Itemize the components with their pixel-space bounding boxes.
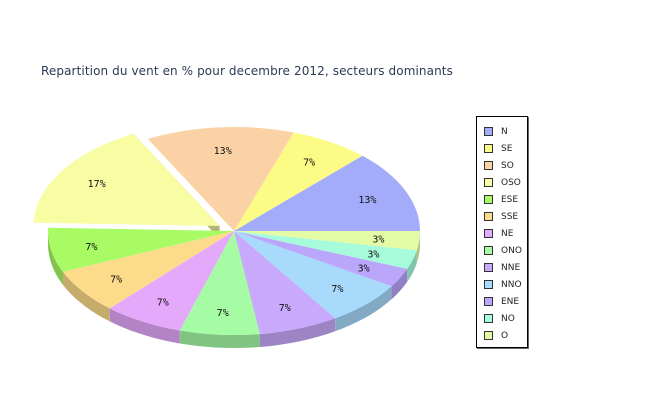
slice-ene xyxy=(234,231,408,287)
legend-swatch xyxy=(484,314,493,323)
slice-n xyxy=(234,155,420,231)
legend-label: ONO xyxy=(501,245,522,256)
legend-swatch xyxy=(484,178,493,187)
slice-label-n: 13% xyxy=(358,195,376,206)
legend-item-nne: NNE xyxy=(477,259,527,276)
slice-ono xyxy=(179,231,260,336)
legend-item-so: SO xyxy=(477,157,527,174)
legend-label: SE xyxy=(501,143,513,154)
legend-item-sse: SSE xyxy=(477,208,527,225)
slice-label-sse: 7% xyxy=(110,274,122,285)
slice-ne xyxy=(109,231,234,331)
legend-swatch xyxy=(484,144,493,153)
slice-side-nne xyxy=(259,318,336,347)
legend-swatch xyxy=(484,161,493,170)
legend-item-nno: NNO xyxy=(477,276,527,293)
legend-swatch xyxy=(484,297,493,306)
legend-swatch xyxy=(484,331,493,340)
chart-legend: N SE SO OSO ESE SSE NE ONO NNE NNO ENE NO O xyxy=(476,116,528,348)
slice-label-nno: 7% xyxy=(331,284,343,295)
legend-item-ese: ESE xyxy=(477,191,527,208)
slice-side-sse xyxy=(63,271,110,322)
slice-oso xyxy=(33,133,220,226)
slice-label-so: 13% xyxy=(214,146,232,157)
slice-se xyxy=(234,132,363,231)
legend-label: ENE xyxy=(501,296,520,307)
slice-side-ene xyxy=(391,268,408,300)
slice-label-nne: 7% xyxy=(279,303,291,314)
legend-label: SO xyxy=(501,160,514,171)
slice-side-ese xyxy=(48,231,63,285)
legend-label: O xyxy=(501,330,509,341)
legend-label: NO xyxy=(501,313,515,324)
slice-side-no xyxy=(407,250,417,282)
slice-label-no: 3% xyxy=(367,249,379,260)
slice-no xyxy=(234,231,417,269)
legend-swatch xyxy=(484,229,493,238)
slice-nno xyxy=(234,231,392,319)
legend-swatch xyxy=(484,212,493,221)
legend-swatch xyxy=(484,195,493,204)
slice-label-ese: 7% xyxy=(85,242,97,253)
slice-ese xyxy=(48,227,234,272)
legend-swatch xyxy=(484,263,493,272)
slice-sse xyxy=(63,231,234,309)
legend-item-ne: NE xyxy=(477,225,527,242)
slice-label-ono: 7% xyxy=(217,308,229,319)
slice-side-nno xyxy=(335,286,392,332)
legend-item-se: SE xyxy=(477,140,527,157)
legend-item-oso: OSO xyxy=(477,174,527,191)
legend-item-ono: ONO xyxy=(477,242,527,259)
slice-so xyxy=(147,127,294,231)
legend-item-n: N xyxy=(477,123,527,140)
legend-label: N xyxy=(501,126,508,137)
chart-title: Repartition du vent en % pour decembre 2… xyxy=(41,64,453,78)
legend-label: NE xyxy=(501,228,514,239)
slice-side-ne xyxy=(109,308,180,344)
legend-swatch xyxy=(484,127,493,136)
slice-label-oso: 17% xyxy=(88,179,106,190)
legend-item-ene: ENE xyxy=(477,293,527,310)
legend-item-no: NO xyxy=(477,310,527,327)
legend-swatch xyxy=(484,246,493,255)
slice-label-se: 7% xyxy=(303,158,315,169)
slice-label-ne: 7% xyxy=(157,298,169,309)
legend-label: OSO xyxy=(501,177,521,188)
legend-label: NNO xyxy=(501,279,522,290)
legend-label: ESE xyxy=(501,194,519,205)
slice-label-ene: 3% xyxy=(358,264,370,275)
slice-side-ono xyxy=(179,330,260,348)
slice-side-o xyxy=(416,231,420,264)
legend-item-o: O xyxy=(477,327,527,344)
legend-label: SSE xyxy=(501,211,519,222)
slice-nne xyxy=(234,231,336,334)
slice-label-o: 3% xyxy=(372,235,384,246)
slice-o xyxy=(234,231,421,251)
legend-swatch xyxy=(484,280,493,289)
legend-label: NNE xyxy=(501,262,521,273)
